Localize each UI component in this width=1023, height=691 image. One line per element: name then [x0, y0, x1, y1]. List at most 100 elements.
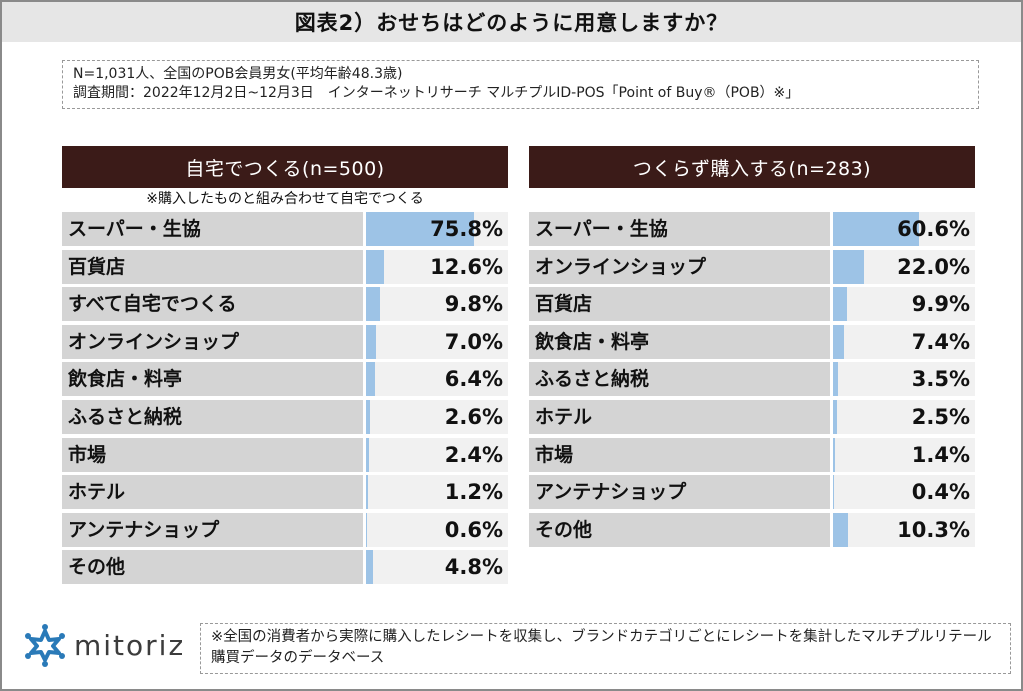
bar-category-label: オンラインショップ — [62, 324, 363, 359]
bar — [366, 212, 474, 246]
bar-value-label: 2.5% — [911, 405, 970, 429]
bar-track — [366, 324, 508, 359]
survey-note: N=1,031人、全国のPOB会員男女(平均年齢48.3歳) 調査期間：2022… — [62, 60, 979, 109]
bar-row: その他 4.8% — [62, 550, 508, 585]
bar — [833, 287, 848, 322]
bar-row: オンラインショップ 22.0% — [529, 249, 975, 284]
bar-track — [366, 362, 508, 397]
bar — [366, 512, 367, 547]
bar-value-label: 1.2% — [444, 480, 503, 505]
bar-value-label: 60.6% — [897, 217, 970, 241]
bar-row: スーパー・生協 60.6% — [529, 212, 975, 246]
mitoriz-star-icon — [25, 624, 65, 667]
bar — [366, 475, 368, 510]
bar-category-label: 市場 — [529, 437, 830, 472]
bar-row: 百貨店 9.9% — [529, 287, 975, 322]
mitoriz-logo: mitoriz — [22, 622, 192, 668]
bar-row: 市場 2.4% — [62, 437, 508, 472]
bar-row: ホテル 2.5% — [529, 400, 975, 434]
bar — [833, 400, 837, 434]
bar-value-label: 0.6% — [444, 517, 503, 542]
bar — [833, 249, 865, 284]
bar-category-label: ふるさと納税 — [62, 400, 363, 434]
bar-row: アンテナショップ 0.6% — [62, 512, 508, 547]
bar-track — [366, 287, 508, 322]
bar — [366, 287, 380, 322]
title-bar: 図表2）おせちはどのように用意しますか？ — [2, 2, 1021, 42]
bar-row: ふるさと納税 3.5% — [529, 362, 975, 397]
bar-track — [833, 475, 975, 510]
bar-value-label: 12.6% — [430, 254, 503, 279]
panel-homemade-title: 自宅でつくる(n=500) — [62, 146, 508, 188]
bar-category-label: 市場 — [62, 437, 363, 472]
bar-category-label: すべて自宅でつくる — [62, 287, 363, 322]
bar — [833, 475, 834, 510]
panel-homemade-subtitle: ※購入したものと組み合わせて自宅でつくる — [146, 191, 424, 207]
bar — [366, 362, 376, 397]
bar-row: 飲食店・料亭 6.4% — [62, 362, 508, 397]
mitoriz-logo-text: mitoriz — [74, 628, 186, 662]
bar-track — [366, 249, 508, 284]
bar — [833, 512, 848, 547]
bar-row: 飲食店・料亭 7.4% — [529, 324, 975, 359]
bar-category-label: その他 — [529, 512, 830, 547]
bar-category-label: オンラインショップ — [529, 249, 830, 284]
bar-category-label: スーパー・生協 — [529, 212, 830, 246]
bar-category-label: その他 — [62, 550, 363, 585]
bar-track — [833, 287, 975, 322]
bar-category-label: 飲食店・料亭 — [62, 362, 363, 397]
bar-row: 百貨店 12.6% — [62, 249, 508, 284]
bar-value-label: 7.0% — [444, 329, 503, 354]
bar-track — [833, 400, 975, 434]
bar — [366, 324, 376, 359]
bar-row: 市場 1.4% — [529, 437, 975, 472]
bar-track — [366, 475, 508, 510]
bar — [833, 437, 835, 472]
bar-track — [833, 362, 975, 397]
bar-row: アンテナショップ 0.4% — [529, 475, 975, 510]
bar-value-label: 2.6% — [444, 405, 503, 429]
bar-category-label: アンテナショップ — [529, 475, 830, 510]
bar-category-label: スーパー・生協 — [62, 212, 363, 246]
bar-row: すべて自宅でつくる 9.8% — [62, 287, 508, 322]
figure-title: 図表2）おせちはどのように用意しますか？ — [294, 11, 729, 35]
survey-note-line1: N=1,031人、全国のPOB会員男女(平均年齢48.3歳) — [73, 66, 403, 82]
bar-category-label: ふるさと納税 — [529, 362, 830, 397]
bar — [366, 400, 370, 434]
bar-value-label: 10.3% — [897, 517, 970, 542]
bar-row: オンラインショップ 7.0% — [62, 324, 508, 359]
bar — [833, 324, 844, 359]
bar — [366, 249, 384, 284]
bar-row: スーパー・生協 75.8% — [62, 212, 508, 246]
bar-value-label: 0.4% — [911, 480, 970, 505]
bar-row: ホテル 1.2% — [62, 475, 508, 510]
footnote: ※全国の消費者から実際に購入したレシートを収集し、ブランドカテゴリごとにレシート… — [200, 623, 1011, 674]
bar-category-label: 百貨店 — [529, 287, 830, 322]
bar-track — [366, 550, 508, 585]
bar-value-label: 2.4% — [444, 442, 503, 467]
bar-value-label: 9.9% — [911, 292, 970, 317]
panel-purchased: つくらず購入する(n=283) スーパー・生協 60.6% オンラインショップ 22.… — [529, 146, 975, 547]
bar-category-label: アンテナショップ — [62, 512, 363, 547]
bar-value-label: 6.4% — [444, 367, 503, 392]
bar — [366, 437, 370, 472]
bar-track — [366, 400, 508, 434]
bar-row: ふるさと納税 2.6% — [62, 400, 508, 434]
bar-value-label: 3.5% — [911, 367, 970, 392]
bar-category-label: 飲食店・料亭 — [529, 324, 830, 359]
bar-track — [833, 437, 975, 472]
survey-note-line2: 調査期間：2022年12月2日~12月3日 インターネットリサーチ マルチプルI… — [73, 85, 800, 101]
bar-row: その他 10.3% — [529, 512, 975, 547]
bar-category-label: 百貨店 — [62, 249, 363, 284]
bar-value-label: 4.8% — [444, 555, 503, 580]
bar-value-label: 1.4% — [911, 442, 970, 467]
bar — [366, 550, 373, 585]
bar-value-label: 7.4% — [911, 329, 970, 354]
bar-track — [833, 512, 975, 547]
bar-category-label: ホテル — [62, 475, 363, 510]
bar — [833, 212, 920, 246]
bar-track — [366, 512, 508, 547]
bar-category-label: ホテル — [529, 400, 830, 434]
panel-purchased-title: つくらず購入する(n=283) — [529, 146, 975, 188]
bar-value-label: 75.8% — [430, 217, 503, 241]
